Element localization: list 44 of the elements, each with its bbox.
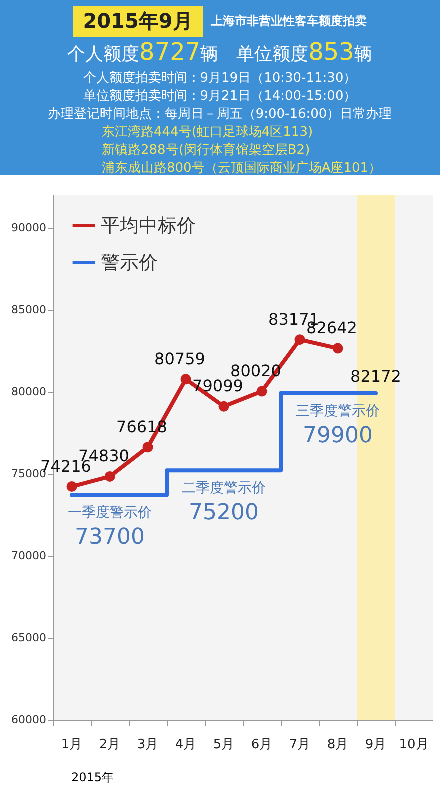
chart-title: 2015年9月	[73, 6, 203, 37]
text: 单位额度拍卖时间：9月21日（14:00-15:00）	[82, 88, 358, 106]
x-tick-label: 10月	[399, 738, 429, 752]
x-tick-label: 1月	[61, 738, 83, 752]
y-tick-label: 90000	[12, 221, 46, 234]
legend-label: 平均中标价	[101, 215, 196, 237]
y-tick-label: 65000	[12, 631, 46, 644]
point	[332, 343, 344, 354]
y-tick-label: 60000	[12, 714, 46, 726]
x-tick-label: 3月	[137, 738, 159, 752]
data-label: 75200	[189, 500, 259, 526]
text: 办理登记时间地点：每周日－周五（9:00-16:00）日常办理	[46, 106, 394, 124]
point	[142, 442, 154, 453]
annotation: 82172	[350, 367, 402, 386]
y-tick-label: 80000	[12, 385, 46, 398]
y-tick-label: 85000	[12, 303, 46, 316]
data-label: 79900	[303, 424, 373, 449]
annotation: 二季度警示价	[182, 480, 266, 497]
y-tick-label: 70000	[12, 549, 46, 562]
point	[66, 482, 78, 492]
point	[256, 386, 268, 397]
text: 浦东成山路800号（云顶国际商业广场A座101）	[101, 160, 383, 177]
point	[180, 374, 192, 385]
annotation: 三季度警示价	[296, 404, 380, 420]
data-label: 73700	[75, 525, 145, 550]
chart-subtitle: 上海市非营业性客车额度拍卖	[210, 13, 367, 30]
text: 个人额度拍卖时间：9月19日（10:30-11:30）	[82, 70, 358, 88]
point	[294, 334, 306, 346]
legend-label: 警示价	[101, 252, 158, 274]
text: 新镇路288号(闵行体育馆架空层B2)	[101, 142, 312, 160]
x-tick-label: 7月	[289, 738, 311, 752]
x-tick-label: 4月	[175, 738, 197, 752]
point	[104, 471, 116, 482]
text: 个人额度8727辆 单位额度853辆	[68, 38, 372, 66]
x-tick-label: 6月	[251, 738, 273, 752]
x-tick-label: 5月	[213, 738, 235, 752]
x-tick-label: 8月	[327, 738, 349, 752]
x-axis-title: 2015年	[72, 770, 114, 784]
data-label: 80759	[154, 349, 206, 368]
x-tick-label: 9月	[365, 738, 387, 752]
point	[218, 401, 230, 412]
annotation: 一季度警示价	[68, 505, 152, 522]
text: 东江湾路444号(虹口足球场4区113)	[101, 124, 314, 142]
x-tick-label: 2月	[99, 738, 121, 752]
